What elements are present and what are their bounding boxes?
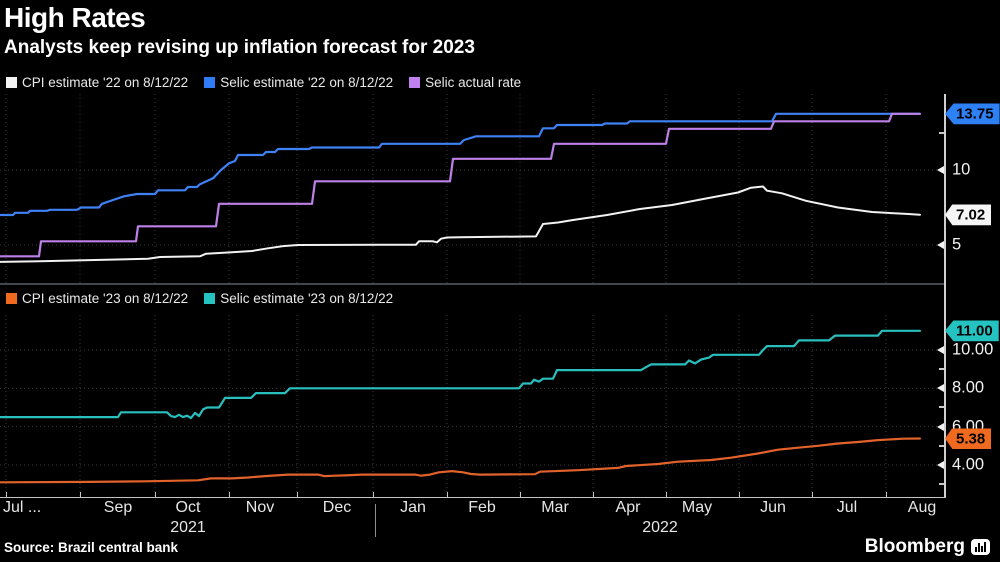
month-tick xyxy=(666,492,667,497)
month-tick xyxy=(886,492,887,497)
month-tick xyxy=(739,492,740,497)
series-line xyxy=(0,437,922,484)
month-label: Nov xyxy=(245,499,275,516)
top-panel-chart xyxy=(0,94,944,284)
month-label: May xyxy=(681,499,713,516)
axis-value-badge: 11.00 xyxy=(945,320,999,342)
panel-divider xyxy=(0,283,944,285)
legend-swatch-icon xyxy=(6,293,17,304)
brand-lockup: Bloomberg xyxy=(865,536,990,558)
axis-value-badge: 7.02 xyxy=(945,204,992,226)
month-tick xyxy=(80,492,81,497)
axis-tick xyxy=(937,461,944,469)
month-label: Feb xyxy=(468,499,496,516)
axis-tick xyxy=(937,241,944,249)
legend-label: CPI estimate '23 on 8/12/22 xyxy=(22,291,189,306)
legend-bottom-panel: CPI estimate '23 on 8/12/22 Selic estimat… xyxy=(6,291,393,306)
x-axis-line xyxy=(0,497,946,498)
year-divider xyxy=(375,504,376,537)
legend-item: Selic estimate '22 on 8/12/22 xyxy=(204,75,393,90)
y-axis-label: 4.00 xyxy=(952,455,985,474)
month-tick xyxy=(812,492,813,497)
axis-value-badge: 5.38 xyxy=(945,428,992,450)
axis-tick xyxy=(937,422,944,431)
month-label: Jan xyxy=(400,499,426,516)
bloomberg-logo: Bloomberg xyxy=(864,536,965,557)
month-label: Oct xyxy=(175,499,201,516)
series-line xyxy=(0,112,922,258)
month-tick xyxy=(297,492,298,497)
y-axis-label: 8.00 xyxy=(952,378,985,397)
page-subtitle: Analysts keep revising up inflation fore… xyxy=(4,37,475,58)
axis-minor-tick xyxy=(939,406,944,409)
axis-minor-tick xyxy=(939,483,944,486)
legend-swatch-icon xyxy=(409,77,421,88)
legend-swatch-icon xyxy=(204,77,216,88)
month-label: Jul xyxy=(836,499,858,516)
legend-label: Selic estimate '23 on 8/12/22 xyxy=(220,291,394,306)
bloomberg-mark-icon xyxy=(971,539,990,555)
legend-item: CPI estimate '23 on 8/12/22 xyxy=(6,291,188,306)
month-tick xyxy=(6,492,7,497)
legend-label: Selic estimate '22 on 8/12/22 xyxy=(220,75,394,90)
right-axis-line xyxy=(944,94,946,497)
month-label: Jul ... xyxy=(3,499,42,516)
series-line xyxy=(0,112,922,217)
series-line xyxy=(0,329,922,420)
month-label: Apr xyxy=(615,499,641,516)
month-label: Aug xyxy=(907,499,937,516)
axis-minor-tick xyxy=(939,444,944,447)
month-tick xyxy=(447,492,448,497)
source-note: Source: Brazil central bank xyxy=(4,540,179,555)
month-label: Jun xyxy=(760,499,786,516)
axis-value-badge: 13.75 xyxy=(945,103,1000,125)
axis-tick xyxy=(937,345,944,354)
legend-item: Selic estimate '23 on 8/12/22 xyxy=(204,291,393,306)
legend-swatch-icon xyxy=(6,77,17,88)
month-tick xyxy=(593,492,594,497)
y-axis-label: 10.00 xyxy=(952,340,994,359)
legend-swatch-icon xyxy=(204,293,216,304)
series-line xyxy=(0,185,921,263)
legend-item: Selic actual rate xyxy=(409,75,521,90)
month-label: Dec xyxy=(322,499,352,516)
month-tick xyxy=(373,492,374,497)
axis-tick xyxy=(937,384,944,393)
month-label: Mar xyxy=(541,499,569,516)
year-label: 2021 xyxy=(170,519,206,536)
month-label: Sep xyxy=(103,499,133,516)
axis-minor-tick xyxy=(939,131,944,134)
legend-item: CPI estimate '22 on 8/12/22 xyxy=(6,75,188,90)
legend-label: CPI estimate '22 on 8/12/22 xyxy=(22,75,189,90)
legend-top-panel: CPI estimate '22 on 8/12/22 Selic estimat… xyxy=(6,75,521,90)
month-tick xyxy=(229,492,230,497)
y-axis-label: 5 xyxy=(952,235,962,254)
page-title: High Rates xyxy=(4,2,146,33)
axis-tick xyxy=(937,166,944,174)
month-tick xyxy=(520,492,521,497)
axis-minor-tick xyxy=(939,368,944,371)
bottom-panel-chart xyxy=(0,315,944,497)
month-tick xyxy=(155,492,156,497)
year-label: 2022 xyxy=(642,519,678,536)
legend-label: Selic actual rate xyxy=(425,75,522,90)
y-axis-label: 10 xyxy=(952,160,971,179)
